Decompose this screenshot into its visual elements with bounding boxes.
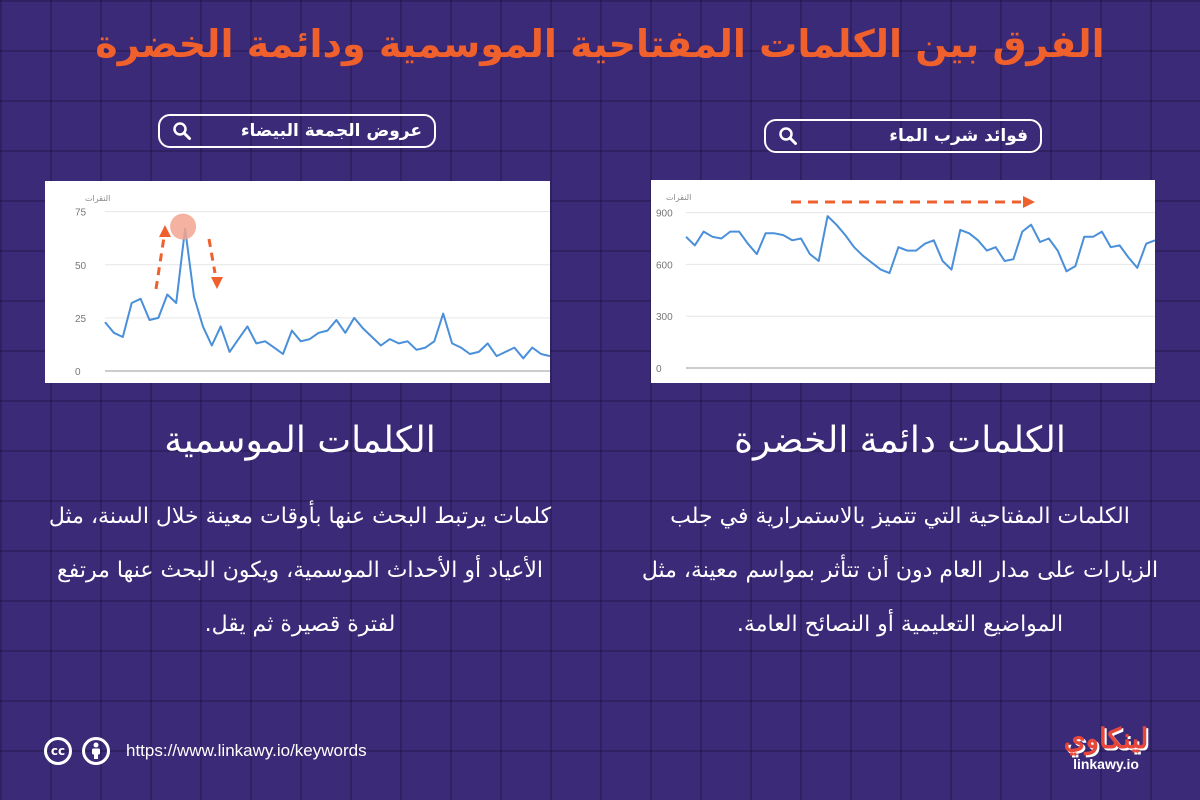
attribution-icon: [82, 737, 110, 765]
search-icon: [779, 127, 797, 145]
evergreen-chart: النقرات 0 300 600 900: [651, 180, 1155, 383]
fall-arrow-head: [211, 277, 223, 289]
search-icon: [173, 122, 191, 140]
y-tick-label: 75: [75, 208, 87, 219]
y-tick-label: 50: [75, 261, 87, 272]
rise-arrow-head: [159, 225, 171, 237]
peak-highlight: [170, 213, 197, 240]
seasonal-description: كلمات يرتبط البحث عنها بأوقات معينة خلال…: [48, 504, 552, 637]
evergreen-description: الكلمات المفتاحية التي تتميز بالاستمراري…: [641, 504, 1159, 637]
y-tick-label: 0: [656, 364, 662, 375]
y-tick-label: 0: [75, 367, 81, 378]
y-tick-label: 25: [75, 314, 87, 325]
series-line: [104, 227, 550, 360]
seasonal-chart: النقرات 0 25 50 75: [45, 181, 550, 383]
series-line: [685, 215, 1155, 275]
evergreen-heading: الكلمات دائمة الخضرة: [734, 420, 1066, 461]
trend-arrow-head: [1023, 196, 1035, 208]
y-axis-label: النقرات: [85, 194, 110, 203]
page-title: الفرق بين الكلمات المفتاحية الموسمية ودا…: [95, 22, 1105, 66]
evergreen-chart-svg: النقرات 0 300 600 900: [656, 193, 1155, 375]
fall-arrow: [207, 238, 217, 274]
seasonal-chart-svg: النقرات 0 25 50 75: [75, 194, 550, 378]
footer-url[interactable]: https://www.linkawy.io/keywords: [126, 741, 367, 760]
logo-arabic: لينكاوي: [1063, 722, 1149, 755]
y-tick-label: 300: [656, 312, 673, 323]
footer: cc https://www.linkawy.io/keywords: [44, 737, 367, 765]
search-bar-seasonal: عروض الجمعة البيضاء: [158, 114, 436, 148]
search-bar-evergreen: فوائد شرب الماء: [764, 119, 1042, 153]
y-axis-label: النقرات: [666, 193, 691, 202]
search-query: عروض الجمعة البيضاء: [240, 121, 422, 141]
rise-arrow: [154, 236, 166, 290]
search-query: فوائد شرب الماء: [889, 126, 1028, 146]
logo-latin: linkawy.io: [1073, 756, 1139, 772]
logo: لينكاوي linkawy.io: [1046, 722, 1166, 772]
creative-commons-icon: cc: [44, 737, 72, 765]
seasonal-heading: الكلمات الموسمية: [164, 420, 436, 461]
y-tick-label: 600: [656, 260, 673, 271]
y-tick-label: 900: [656, 209, 673, 220]
